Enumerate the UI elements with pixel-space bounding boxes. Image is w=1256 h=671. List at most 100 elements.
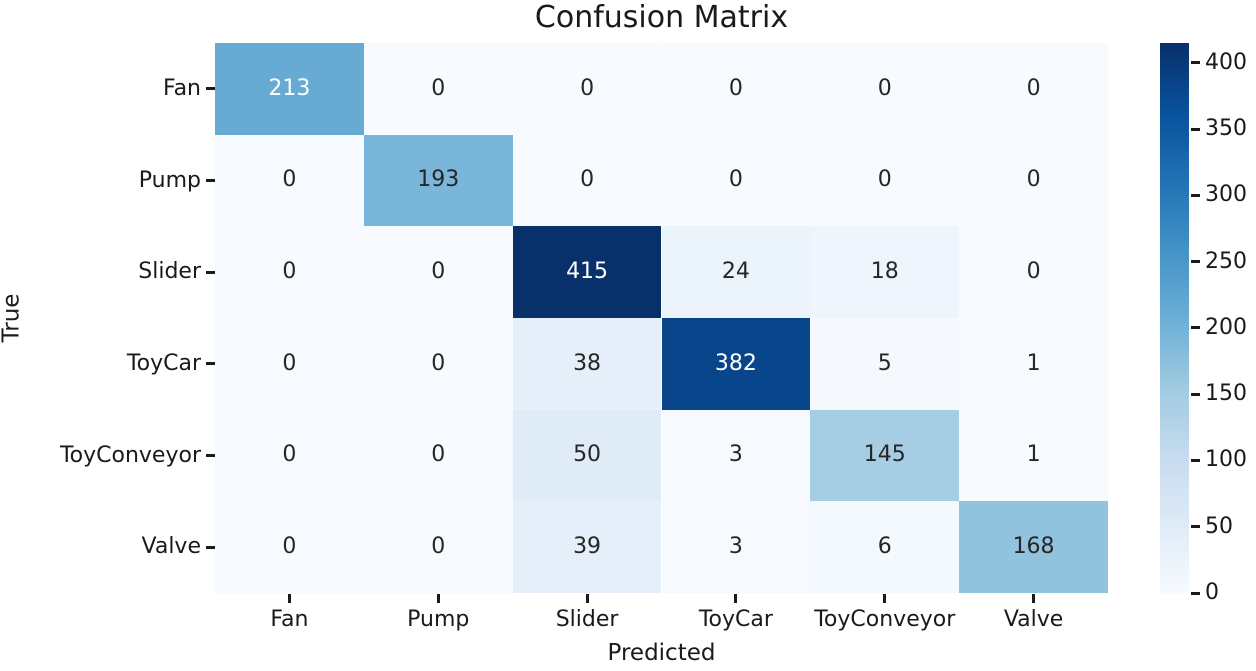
colorbar-tick-mark bbox=[1191, 525, 1200, 529]
cell-annotation: 0 bbox=[431, 259, 446, 285]
y-tick-label: Slider bbox=[138, 259, 201, 285]
colorbar-tick-mark bbox=[1191, 193, 1200, 197]
colorbar-tick-mark bbox=[1191, 127, 1200, 131]
heatmap-cell: 0 bbox=[363, 43, 513, 135]
cell-annotation: 168 bbox=[1012, 534, 1055, 560]
y-tick-mark bbox=[206, 270, 215, 274]
heatmap-cell: 50 bbox=[512, 409, 662, 502]
cell-annotation: 1 bbox=[1026, 442, 1041, 468]
cell-annotation: 0 bbox=[728, 167, 743, 193]
x-tick-mark bbox=[1032, 594, 1036, 603]
heatmap-cell: 0 bbox=[661, 43, 811, 135]
y-tick-label: Valve bbox=[141, 534, 202, 560]
colorbar-tick-label: 0 bbox=[1205, 580, 1219, 605]
heatmap-cell: 213 bbox=[215, 43, 364, 135]
cell-annotation: 0 bbox=[431, 75, 446, 101]
heatmap-cell: 0 bbox=[363, 409, 513, 502]
heatmap-cell: 0 bbox=[215, 134, 364, 227]
colorbar-tick-label: 50 bbox=[1205, 513, 1233, 539]
heatmap-cell: 168 bbox=[959, 501, 1108, 593]
heatmap-cell: 0 bbox=[810, 43, 960, 135]
heatmap-cell: 0 bbox=[215, 501, 364, 593]
colorbar-tick-mark bbox=[1191, 260, 1200, 264]
x-tick-mark bbox=[883, 594, 887, 603]
cell-annotation: 193 bbox=[417, 167, 460, 193]
cell-annotation: 50 bbox=[573, 442, 602, 468]
heatmap-cell: 38 bbox=[512, 318, 662, 410]
heatmap-cell: 5 bbox=[810, 318, 960, 410]
cell-annotation: 0 bbox=[431, 442, 446, 468]
colorbar-tick-mark bbox=[1191, 458, 1200, 462]
heatmap-cell: 0 bbox=[512, 134, 662, 227]
cell-annotation: 24 bbox=[721, 259, 750, 285]
heatmap-cell: 18 bbox=[810, 226, 960, 318]
x-tick-mark bbox=[287, 594, 291, 603]
cell-annotation: 145 bbox=[863, 442, 906, 468]
heatmap-cell: 0 bbox=[512, 43, 662, 135]
heatmap-cell: 0 bbox=[215, 409, 364, 502]
cell-annotation: 39 bbox=[573, 534, 602, 560]
x-tick-label: ToyConveyor bbox=[814, 607, 956, 632]
heatmap-cell: 0 bbox=[363, 318, 513, 410]
x-tick-label: Fan bbox=[270, 607, 309, 632]
colorbar-tick-label: 400 bbox=[1205, 49, 1247, 75]
x-tick-mark bbox=[585, 594, 589, 603]
y-tick-label: Fan bbox=[162, 75, 201, 101]
heatmap-cell: 0 bbox=[959, 134, 1108, 227]
x-tick-label: Slider bbox=[555, 607, 619, 632]
heatmap-cell: 0 bbox=[363, 501, 513, 593]
cell-annotation: 0 bbox=[580, 75, 595, 101]
cell-annotation: 0 bbox=[282, 350, 297, 376]
heatmap-cell: 193 bbox=[363, 134, 513, 227]
colorbar-tick-label: 350 bbox=[1205, 116, 1247, 142]
colorbar-tick-mark bbox=[1191, 392, 1200, 396]
heatmap-cell: 0 bbox=[215, 226, 364, 318]
heatmap-cell: 3 bbox=[661, 409, 811, 502]
colorbar-tick-label: 100 bbox=[1205, 447, 1247, 473]
heatmap-cell: 0 bbox=[959, 226, 1108, 318]
cell-annotation: 382 bbox=[714, 350, 757, 376]
x-tick-mark bbox=[734, 594, 738, 603]
x-tick-label: ToyCar bbox=[698, 607, 773, 632]
y-tick-mark bbox=[206, 362, 215, 366]
y-tick-mark bbox=[206, 87, 215, 91]
cell-annotation: 38 bbox=[573, 350, 602, 376]
cell-annotation: 0 bbox=[877, 167, 892, 193]
heatmap-cell: 39 bbox=[512, 501, 662, 593]
heatmap-cell: 145 bbox=[810, 409, 960, 502]
cell-annotation: 5 bbox=[877, 350, 892, 376]
colorbar bbox=[1160, 43, 1189, 593]
cell-annotation: 3 bbox=[728, 534, 743, 560]
cell-annotation: 6 bbox=[877, 534, 892, 560]
cell-annotation: 0 bbox=[282, 259, 297, 285]
x-tick-mark bbox=[436, 594, 440, 603]
cell-annotation: 0 bbox=[282, 167, 297, 193]
cell-annotation: 0 bbox=[877, 75, 892, 101]
cell-annotation: 18 bbox=[870, 259, 899, 285]
cell-annotation: 415 bbox=[566, 259, 609, 285]
heatmap-grid: 213 0 0 0 0 0 0 193 0 0 0 0 0 0 415 24 18 0 0 0 38 382 5 1 0 0 50 3… bbox=[215, 43, 1108, 593]
x-tick-label: Pump bbox=[407, 607, 470, 632]
heatmap-cell: 1 bbox=[959, 318, 1108, 410]
heatmap-cell: 0 bbox=[363, 226, 513, 318]
cell-annotation: 3 bbox=[728, 442, 743, 468]
heatmap-cell: 24 bbox=[661, 226, 811, 318]
heatmap-cell: 1 bbox=[959, 409, 1108, 502]
heatmap-cell: 382 bbox=[661, 318, 811, 410]
y-tick-mark bbox=[206, 454, 215, 457]
cell-annotation: 1 bbox=[1026, 350, 1041, 376]
heatmap-cell: 3 bbox=[661, 501, 811, 593]
colorbar-tick-label: 300 bbox=[1205, 182, 1247, 208]
cell-annotation: 213 bbox=[268, 75, 311, 101]
cell-annotation: 0 bbox=[580, 167, 595, 193]
cell-annotation: 0 bbox=[431, 534, 446, 560]
colorbar-tick-mark bbox=[1191, 591, 1200, 595]
colorbar-tick-label: 150 bbox=[1205, 381, 1247, 407]
colorbar-tick-label: 200 bbox=[1205, 314, 1247, 340]
cell-annotation: 0 bbox=[282, 534, 297, 560]
heatmap-cell: 415 bbox=[512, 226, 662, 318]
x-tick-label: Valve bbox=[1003, 607, 1064, 632]
colorbar-tick-label: 250 bbox=[1205, 248, 1247, 274]
cell-annotation: 0 bbox=[282, 442, 297, 468]
